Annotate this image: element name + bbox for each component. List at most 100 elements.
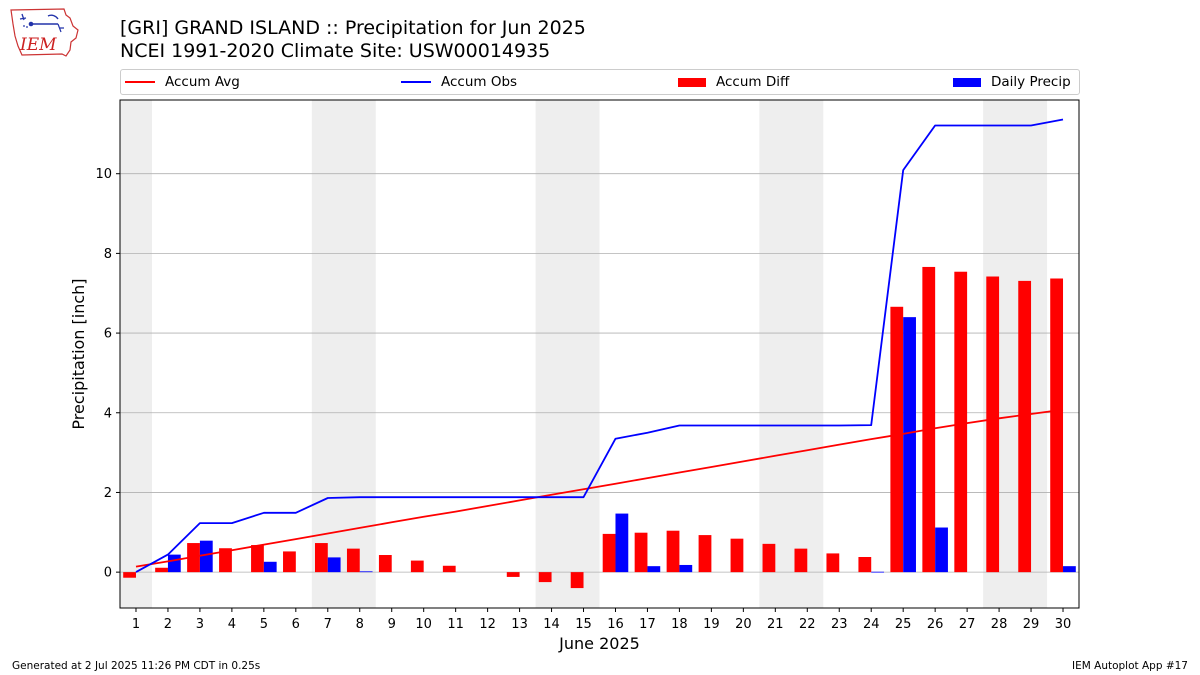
bar-accum-diff [283,551,296,573]
x-tick-label: 24 [863,617,880,632]
bar-accum-diff [730,538,744,573]
x-tick-label: 26 [927,617,944,632]
bar-daily-precip [1063,566,1076,573]
iem-logo: IEM [10,8,79,57]
x-tick-label: 20 [735,617,752,632]
bar-daily-precip [679,564,693,573]
bar-accum-diff [123,572,136,578]
legend-item-accum-diff: Accum Diff [678,70,789,94]
bar-accum-diff [634,532,648,573]
x-tick-label: 5 [260,617,268,632]
x-tick-label: 12 [479,617,496,632]
legend-item-accum-obs: Accum Obs [401,70,517,94]
x-tick-label: 6 [292,617,300,632]
x-tick-label: 4 [228,617,236,632]
bar-accum-diff [570,572,584,589]
bar-accum-diff [378,555,392,573]
bar-accum-diff [954,271,968,573]
x-tick-label: 11 [447,617,464,632]
x-tick-label: 7 [324,617,332,632]
footer-generated-text: Generated at 2 Jul 2025 11:26 PM CDT in … [12,660,261,672]
legend-label-accum-diff: Accum Diff [716,74,790,90]
chart-subtitle: NCEI 1991-2020 Climate Site: USW00014935 [120,40,551,62]
weekend-band [535,100,600,608]
x-tick-label: 10 [415,617,432,632]
x-tick-label: 28 [991,617,1008,632]
plot-frame [119,99,1080,609]
y-tick-label: 0 [104,566,112,581]
bars [123,266,1076,589]
legend-label-accum-avg: Accum Avg [165,74,240,90]
bar-accum-diff [794,548,808,573]
line-accum-avg [135,408,1064,568]
y-axis-label: Precipitation [inch] [69,278,88,429]
legend-item-accum-avg: Accum Avg [125,70,240,94]
legend-swatch-accum-diff [678,77,706,87]
bar-accum-diff [762,543,776,573]
bar-accum-diff [314,543,328,573]
y-tick-label: 6 [104,327,112,342]
bar-daily-precip [935,527,948,573]
x-tick-label: 21 [767,617,784,632]
x-tick-label: 18 [671,617,688,632]
legend-swatch-accum-avg [125,81,155,83]
chart-title: [GRI] GRAND ISLAND :: Precipitation for … [120,17,586,39]
bar-accum-diff [922,266,936,573]
x-tick-label: 14 [543,617,560,632]
y-ticks: 0 2 4 6 8 10 [95,167,120,581]
bar-accum-diff [155,567,168,573]
y-tick-label: 2 [104,486,112,501]
bar-daily-precip [327,557,341,573]
x-tick-label: 22 [799,617,816,632]
bar-accum-diff [1018,280,1032,573]
x-tick-label: 8 [356,617,364,632]
legend-swatch-accum-obs [401,81,431,83]
x-tick-label: 17 [639,617,656,632]
weekend-band [759,100,824,608]
legend-label-daily-precip: Daily Precip [991,74,1071,90]
x-tick-label: 9 [388,617,396,632]
bar-accum-diff [251,545,264,573]
bar-accum-diff [826,553,840,573]
x-tick-label: 23 [831,617,848,632]
weekend-band [311,100,376,608]
bar-daily-precip [871,571,885,573]
bar-accum-diff [346,548,360,573]
iem-logo-text: IEM [19,35,57,55]
x-tick-label: 15 [575,617,592,632]
x-tick-label: 1 [132,617,140,632]
bar-accum-diff [410,560,424,573]
x-tick-label: 3 [196,617,204,632]
bar-accum-diff [666,530,680,573]
y-tick-label: 4 [104,406,112,421]
y-tick-label: 10 [95,167,112,182]
bar-accum-diff [538,572,552,583]
legend-label-accum-obs: Accum Obs [441,74,518,90]
x-tick-label: 2 [164,617,172,632]
x-tick-label: 13 [511,617,528,632]
bar-daily-precip [647,566,661,573]
legend-swatch-daily-precip [953,77,981,87]
bar-accum-diff [219,548,232,573]
bar-daily-precip [903,317,916,573]
bar-daily-precip [167,554,181,573]
x-axis-label: June 2025 [558,634,640,653]
bar-accum-diff [1050,278,1064,573]
bar-accum-diff [506,572,520,577]
gridlines [120,173,1079,573]
bar-daily-precip [359,571,373,573]
x-tick-label: 25 [895,617,912,632]
x-tick-label: 30 [1055,617,1072,632]
x-ticks: 1 2 3 4 5 6 7 8 9 10 11 12 13 14 15 16 17 18 19 20 21 22 23 24 2… [132,608,1071,632]
footer-app-text: IEM Autoplot App #17 [1072,660,1188,672]
bar-accum-diff [698,535,712,573]
bar-accum-diff [986,276,1000,573]
weekend-band [120,100,152,608]
bar-accum-diff [858,557,872,573]
x-tick-label: 16 [607,617,624,632]
x-tick-label: 19 [703,617,720,632]
legend-item-daily-precip: Daily Precip [953,70,1071,94]
x-tick-label: 29 [1023,617,1040,632]
bar-accum-diff [442,565,456,573]
